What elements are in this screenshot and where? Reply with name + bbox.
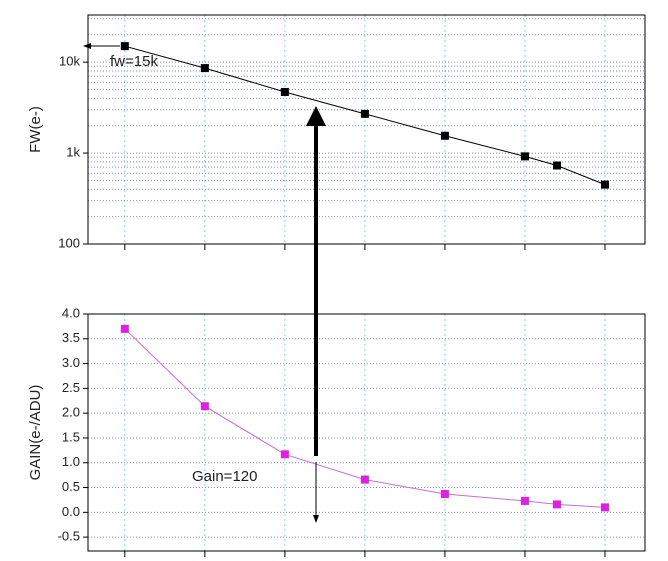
y-tick-label: 0.5 xyxy=(62,479,80,494)
y-axis-label: FW(e-) xyxy=(27,106,44,153)
plot-frame xyxy=(87,313,646,552)
data-point xyxy=(360,109,369,118)
annotation: fw=15k xyxy=(110,53,158,70)
y-tick-label: 1k xyxy=(66,145,80,160)
data-point xyxy=(600,180,609,189)
y-tick-label: 3.5 xyxy=(62,330,80,345)
data-point xyxy=(520,496,529,505)
y-axis-label: GAIN(e-/ADU) xyxy=(27,385,44,481)
y-tick-label: 10k xyxy=(59,54,80,69)
y-tick-label: 4.0 xyxy=(62,305,80,320)
y-tick-label: 1.0 xyxy=(62,454,80,469)
data-point xyxy=(120,324,129,333)
y-tick-label: 0.0 xyxy=(62,504,80,519)
data-point xyxy=(200,64,209,73)
data-point xyxy=(600,503,609,512)
data-point xyxy=(520,152,529,161)
data-point xyxy=(200,402,209,411)
data-point xyxy=(360,475,369,484)
data-point xyxy=(120,42,129,51)
y-tick-label: 1.5 xyxy=(62,429,80,444)
data-point xyxy=(440,489,449,498)
annotation: Gain=120 xyxy=(192,468,257,485)
y-tick-label: -0.5 xyxy=(58,529,80,544)
y-tick-label: 2.5 xyxy=(62,380,80,395)
data-point xyxy=(552,500,561,509)
data-point xyxy=(280,450,289,459)
plot-frame xyxy=(87,14,646,245)
y-tick-label: 100 xyxy=(58,235,80,250)
data-line xyxy=(124,45,606,186)
data-point xyxy=(280,87,289,96)
y-tick-label: 3.0 xyxy=(62,355,80,370)
data-point xyxy=(552,161,561,170)
data-line xyxy=(124,328,606,508)
y-tick-label: 2.0 xyxy=(62,405,80,420)
data-point xyxy=(440,131,449,140)
